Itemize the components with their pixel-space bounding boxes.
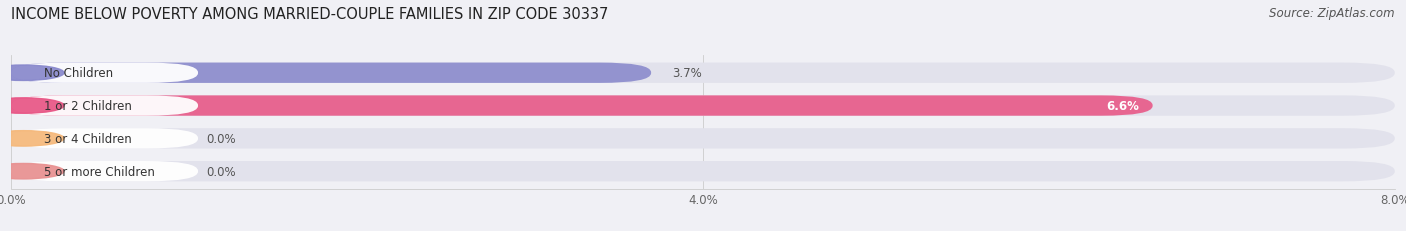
FancyBboxPatch shape: [11, 129, 198, 149]
FancyBboxPatch shape: [11, 63, 198, 84]
Circle shape: [0, 98, 65, 114]
FancyBboxPatch shape: [11, 63, 651, 84]
Text: INCOME BELOW POVERTY AMONG MARRIED-COUPLE FAMILIES IN ZIP CODE 30337: INCOME BELOW POVERTY AMONG MARRIED-COUPL…: [11, 7, 609, 22]
Text: 0.0%: 0.0%: [207, 165, 236, 178]
Text: 5 or more Children: 5 or more Children: [44, 165, 155, 178]
FancyBboxPatch shape: [11, 96, 198, 116]
FancyBboxPatch shape: [11, 161, 198, 182]
FancyBboxPatch shape: [11, 161, 1395, 182]
Text: 3.7%: 3.7%: [672, 67, 702, 80]
FancyBboxPatch shape: [11, 129, 1395, 149]
Circle shape: [0, 131, 65, 146]
Circle shape: [0, 66, 65, 81]
FancyBboxPatch shape: [11, 96, 1153, 116]
Text: 6.6%: 6.6%: [1107, 100, 1139, 112]
Text: 3 or 4 Children: 3 or 4 Children: [44, 132, 132, 145]
FancyBboxPatch shape: [11, 96, 1395, 116]
FancyBboxPatch shape: [11, 63, 1395, 84]
Circle shape: [0, 164, 65, 179]
Text: No Children: No Children: [44, 67, 114, 80]
Text: 0.0%: 0.0%: [207, 132, 236, 145]
Text: 1 or 2 Children: 1 or 2 Children: [44, 100, 132, 112]
Text: Source: ZipAtlas.com: Source: ZipAtlas.com: [1270, 7, 1395, 20]
